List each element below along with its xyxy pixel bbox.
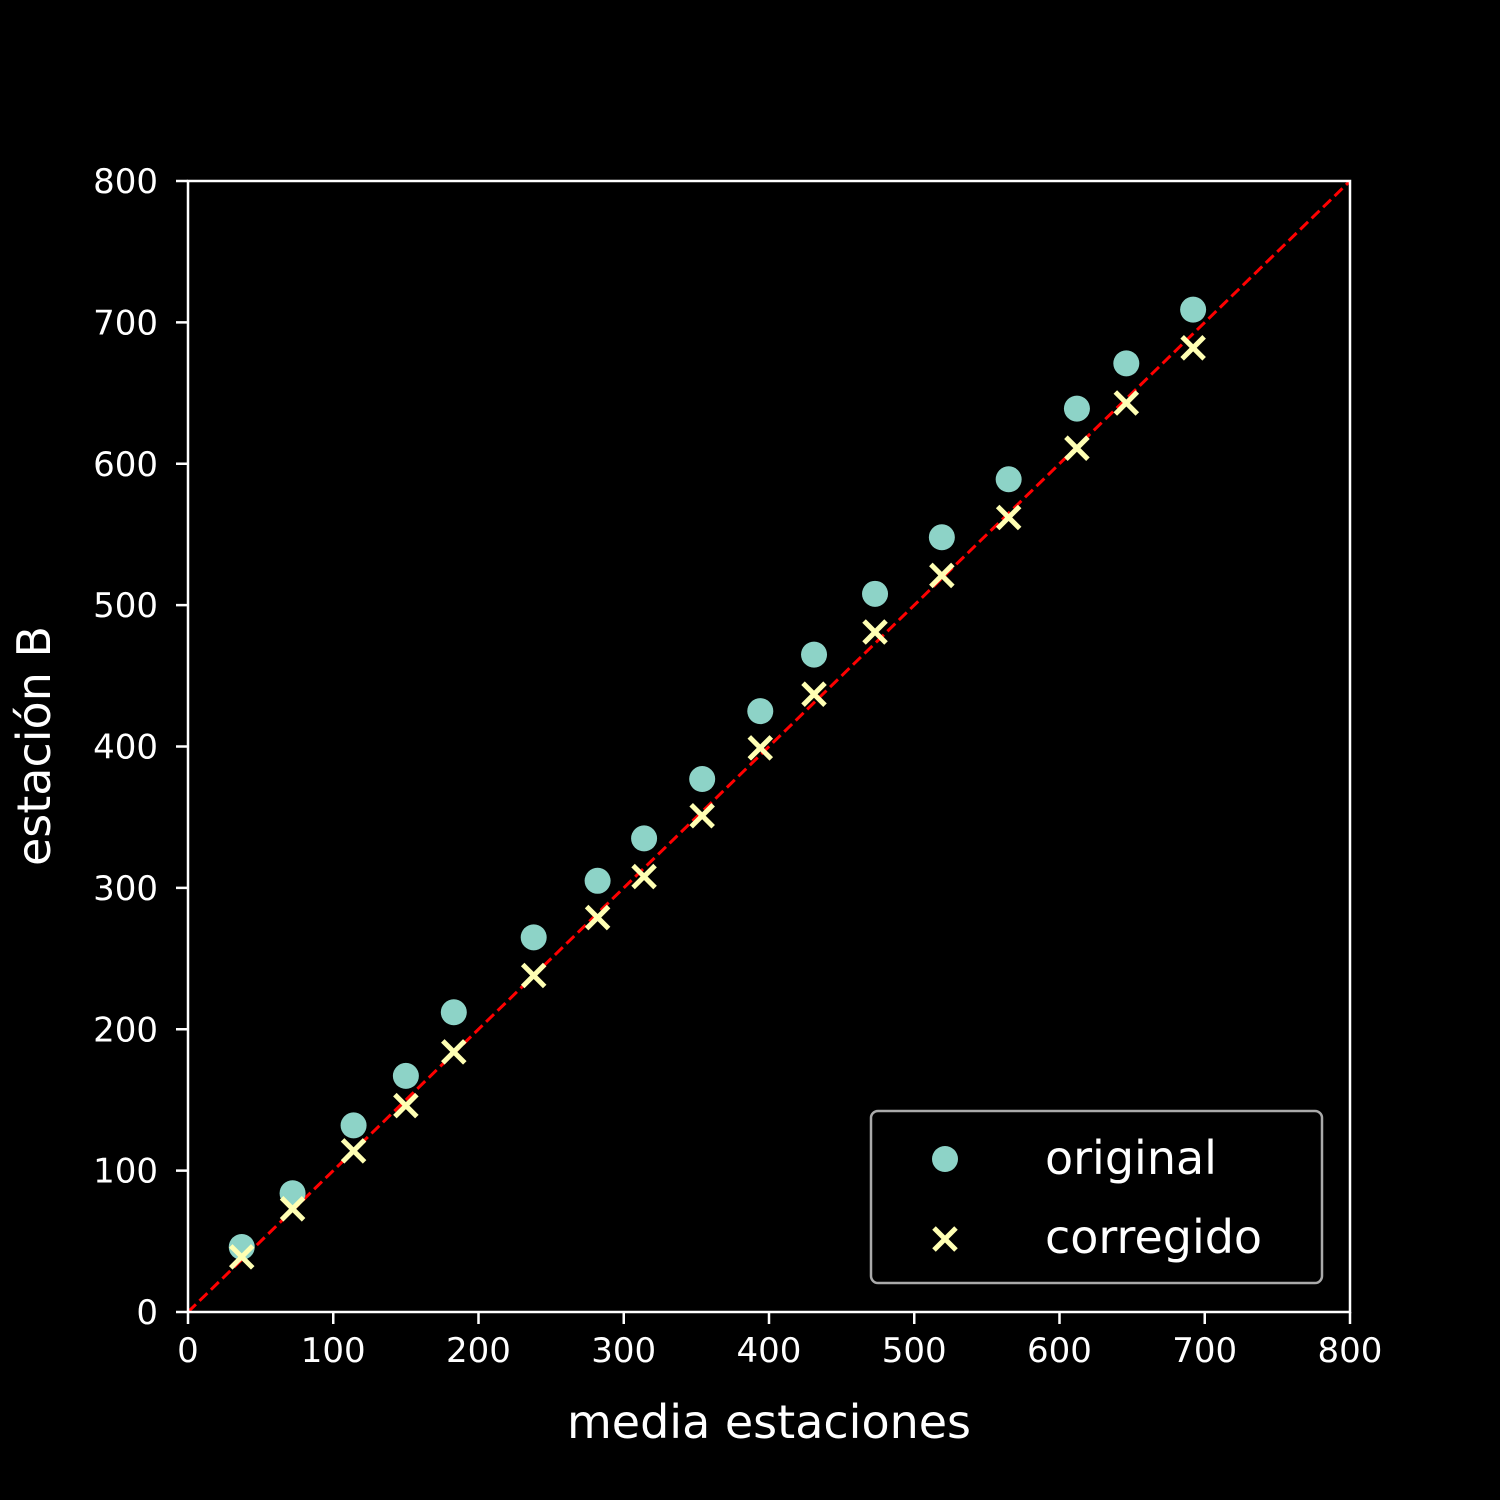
point-corregido-stroke xyxy=(689,803,715,829)
point-original xyxy=(440,999,467,1026)
legend-label-original: original xyxy=(1045,1131,1217,1185)
x-tick-label: 400 xyxy=(737,1331,802,1371)
point-corregido-stroke xyxy=(1113,390,1140,416)
point-corregido-stroke xyxy=(228,1244,255,1270)
point-original xyxy=(689,766,716,793)
point-corregido-stroke xyxy=(1064,435,1090,461)
x-tick-label: 700 xyxy=(1172,1331,1237,1371)
point-corregido xyxy=(995,504,1022,531)
point-corregido-stroke xyxy=(441,1039,467,1065)
x-tick-label: 300 xyxy=(591,1331,656,1371)
legend-label-corregido: corregido xyxy=(1045,1210,1262,1264)
point-corregido-stroke xyxy=(279,1196,306,1222)
point-corregido-stroke xyxy=(393,1092,419,1119)
point-corregido xyxy=(393,1092,419,1119)
point-corregido xyxy=(1113,390,1140,416)
x-tick-label: 600 xyxy=(1027,1331,1092,1371)
x-tick-label: 100 xyxy=(301,1331,366,1371)
point-original xyxy=(631,825,658,852)
point-corregido xyxy=(747,735,774,761)
legend-box xyxy=(869,1109,1324,1285)
x-tick-label: 0 xyxy=(177,1331,199,1371)
point-corregido xyxy=(340,1138,367,1164)
point-corregido xyxy=(689,803,715,829)
legend-x-marker-stroke xyxy=(932,1226,958,1252)
y-tick-label: 100 xyxy=(93,1152,158,1192)
point-corregido-stroke xyxy=(340,1138,367,1164)
point-corregido xyxy=(520,962,547,989)
y-tick-label: 400 xyxy=(93,728,158,768)
point-corregido-stroke xyxy=(584,904,611,931)
point-corregido-stroke xyxy=(520,962,547,989)
point-corregido-stroke xyxy=(1180,335,1206,361)
point-corregido xyxy=(631,863,657,890)
point-corregido xyxy=(279,1196,306,1222)
x-axis-label: media estaciones xyxy=(567,1395,971,1449)
legend-marker-original xyxy=(932,1146,958,1172)
x-tick-label: 800 xyxy=(1318,1331,1383,1371)
point-corregido xyxy=(228,1244,255,1270)
point-original xyxy=(584,867,611,894)
point-corregido xyxy=(862,619,888,645)
x-tick-label: 200 xyxy=(446,1331,511,1371)
point-corregido xyxy=(929,562,955,589)
y-tick-label: 0 xyxy=(136,1293,158,1333)
y-tick-label: 300 xyxy=(93,869,158,909)
point-original xyxy=(1063,395,1090,422)
point-original xyxy=(995,466,1022,493)
point-original xyxy=(392,1062,419,1089)
legend: original corregido xyxy=(869,1109,1324,1285)
y-tick-label: 600 xyxy=(93,445,158,485)
y-tick-label: 700 xyxy=(93,303,158,343)
point-original xyxy=(801,641,828,668)
point-original xyxy=(1113,350,1140,377)
reference-line-layer xyxy=(186,179,1352,1314)
y-tick-label: 200 xyxy=(93,1010,158,1050)
point-corregido xyxy=(1180,335,1206,361)
y-axis-label: estación B xyxy=(7,626,61,866)
point-original xyxy=(747,698,774,725)
point-corregido-stroke xyxy=(929,562,955,589)
reference-line xyxy=(186,179,1352,1314)
point-corregido-stroke xyxy=(995,504,1022,531)
legend-circle-marker xyxy=(932,1146,958,1172)
legend-x-marker xyxy=(932,1226,958,1252)
x-tick-label: 500 xyxy=(882,1331,947,1371)
y-axis: 0 100 200 300 400 500 600 700 800 xyxy=(93,162,188,1333)
point-corregido xyxy=(801,681,827,707)
point-corregido xyxy=(1064,435,1090,461)
point-corregido xyxy=(441,1039,467,1065)
point-original xyxy=(520,924,547,951)
y-tick-label: 800 xyxy=(93,162,158,202)
point-original xyxy=(862,580,889,607)
point-corregido-stroke xyxy=(862,619,888,645)
point-original xyxy=(928,524,955,551)
x-axis: 0 100 200 300 400 500 600 700 800 xyxy=(177,1312,1382,1371)
data-points-layer xyxy=(228,296,1207,1270)
point-corregido-stroke xyxy=(747,735,774,761)
point-corregido xyxy=(584,904,611,931)
point-corregido-stroke xyxy=(801,681,827,707)
point-original xyxy=(340,1112,367,1139)
point-corregido-stroke xyxy=(631,863,657,890)
point-original xyxy=(1180,296,1207,323)
y-tick-label: 500 xyxy=(93,586,158,626)
legend-marker-corregido xyxy=(932,1226,958,1252)
